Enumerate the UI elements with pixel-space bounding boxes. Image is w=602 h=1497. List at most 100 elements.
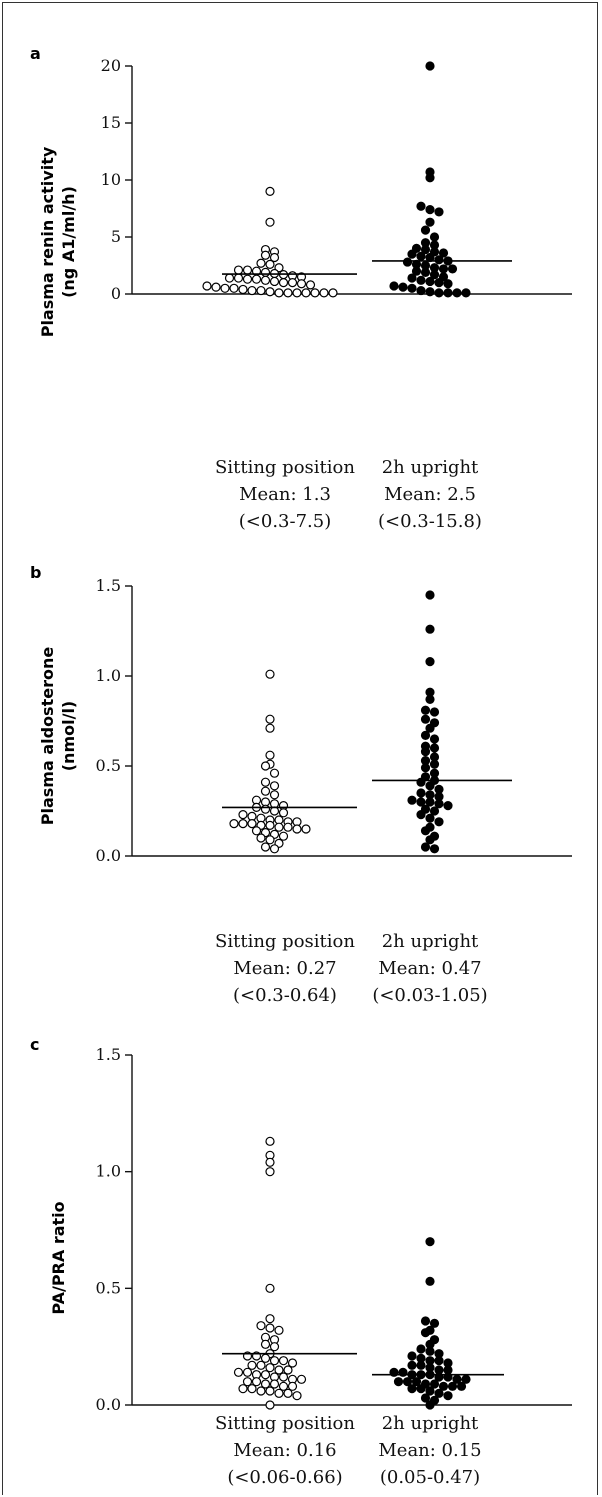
y-tick-label: 1.0 bbox=[96, 1162, 121, 1181]
data-point bbox=[287, 1358, 298, 1368]
data-point bbox=[420, 763, 431, 773]
data-point bbox=[278, 1381, 289, 1391]
data-point bbox=[420, 244, 431, 255]
data-point bbox=[292, 1391, 302, 1401]
data-point bbox=[274, 1325, 284, 1335]
data-point bbox=[407, 1351, 417, 1361]
data-point bbox=[278, 831, 289, 841]
data-point bbox=[425, 723, 435, 733]
data-point bbox=[269, 806, 280, 816]
y-tick-label: 20 bbox=[101, 56, 121, 75]
data-point bbox=[256, 1321, 266, 1331]
data-point bbox=[292, 288, 302, 298]
data-point bbox=[265, 1314, 275, 1324]
data-point bbox=[260, 761, 271, 771]
data-point bbox=[247, 819, 257, 829]
data-point bbox=[429, 232, 440, 242]
data-point bbox=[402, 1377, 413, 1387]
data-point bbox=[269, 276, 280, 287]
data-point bbox=[425, 656, 435, 667]
data-point bbox=[461, 288, 471, 298]
data-point bbox=[425, 813, 435, 823]
data-point bbox=[411, 266, 422, 276]
data-point bbox=[425, 1276, 435, 1286]
data-point bbox=[238, 810, 248, 820]
data-point bbox=[425, 1400, 435, 1410]
data-point bbox=[425, 205, 435, 215]
data-point bbox=[429, 759, 440, 769]
data-point bbox=[407, 1360, 417, 1370]
data-point bbox=[429, 743, 440, 753]
data-point bbox=[393, 1377, 404, 1387]
data-point bbox=[420, 1328, 431, 1338]
data-point bbox=[416, 1384, 426, 1394]
data-point bbox=[443, 801, 453, 811]
data-point bbox=[260, 786, 271, 796]
data-point bbox=[425, 781, 435, 791]
panel-a-chart: 0 5 10 15 20 bbox=[101, 56, 572, 303]
data-point bbox=[251, 1377, 262, 1387]
data-point bbox=[420, 705, 431, 715]
data-point bbox=[251, 826, 262, 836]
data-point bbox=[407, 1384, 417, 1394]
data-point bbox=[238, 284, 248, 295]
data-point bbox=[443, 288, 453, 298]
y-tick-label: 1.0 bbox=[96, 666, 121, 685]
data-point bbox=[429, 844, 440, 854]
panel-c-letter: c bbox=[30, 1035, 40, 1054]
data-point bbox=[265, 1283, 275, 1293]
y-tick-label: 0 bbox=[111, 284, 121, 303]
data-point bbox=[265, 714, 275, 724]
data-point bbox=[260, 1339, 271, 1349]
data-point bbox=[425, 1386, 435, 1396]
data-point bbox=[269, 1356, 280, 1366]
data-point bbox=[425, 624, 435, 634]
data-point bbox=[229, 283, 239, 293]
data-point bbox=[420, 826, 431, 836]
data-point bbox=[265, 1136, 275, 1146]
data-point bbox=[265, 1363, 275, 1373]
data-point bbox=[278, 278, 289, 288]
panel-a-group-2-caption: 2h upright Mean: 2.5 (<0.3-15.8) bbox=[378, 457, 482, 532]
data-point bbox=[425, 1237, 435, 1247]
data-point bbox=[416, 1360, 426, 1370]
data-point bbox=[434, 799, 444, 809]
y-tick-label: 0.5 bbox=[96, 756, 121, 775]
data-point bbox=[269, 781, 280, 791]
data-point bbox=[416, 275, 426, 285]
data-point bbox=[287, 1381, 298, 1391]
data-point bbox=[389, 281, 399, 291]
data-point bbox=[425, 590, 435, 600]
data-point bbox=[452, 288, 462, 298]
y-tick-label: 0.0 bbox=[96, 846, 121, 865]
data-point bbox=[443, 279, 453, 289]
panel-a-group-1-caption: Sitting position Mean: 1.3 (<0.3-7.5) bbox=[215, 457, 355, 532]
data-point bbox=[434, 817, 444, 827]
data-point bbox=[416, 201, 426, 211]
data-point bbox=[283, 822, 293, 832]
data-point bbox=[287, 278, 298, 288]
data-point bbox=[265, 835, 275, 845]
data-point bbox=[283, 1365, 293, 1375]
data-point bbox=[434, 288, 444, 298]
data-point bbox=[283, 1388, 293, 1398]
data-point bbox=[301, 824, 311, 834]
data-point bbox=[420, 730, 431, 740]
data-point bbox=[438, 1381, 449, 1391]
data-point bbox=[260, 842, 271, 852]
data-point bbox=[265, 1323, 275, 1333]
data-point bbox=[265, 1167, 275, 1177]
data-point bbox=[274, 1388, 284, 1398]
data-point bbox=[269, 844, 280, 854]
data-point bbox=[411, 1377, 422, 1387]
y-tick-label: 10 bbox=[101, 170, 121, 189]
data-point bbox=[296, 279, 307, 289]
data-point bbox=[269, 768, 280, 778]
data-point bbox=[265, 1400, 275, 1410]
data-point bbox=[416, 251, 426, 261]
data-point bbox=[420, 747, 431, 757]
panel-c-chart: 0.0 0.5 1.0 1.5 bbox=[96, 1045, 572, 1414]
data-point bbox=[443, 1391, 453, 1401]
data-point bbox=[274, 822, 284, 832]
